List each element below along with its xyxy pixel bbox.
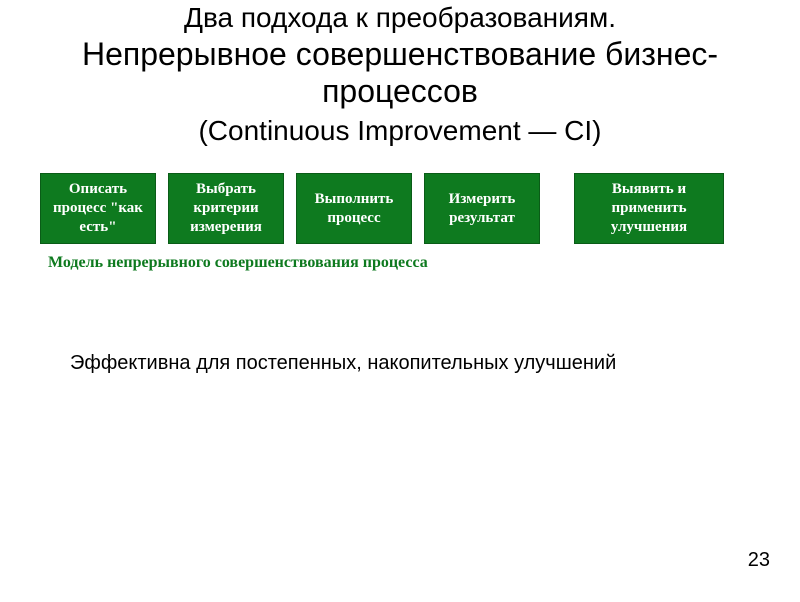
title-line-1: Два подхода к преобразованиям. — [10, 2, 790, 34]
step-box-1: Описать процесс "как есть" — [40, 173, 156, 243]
diagram-caption: Модель непрерывного совершенствования пр… — [40, 254, 760, 272]
step-label: Выявить и применить улучшения — [583, 180, 715, 236]
step-label: Измерить результат — [433, 190, 531, 228]
note-text: Эффективна для постепенных, накопительны… — [0, 352, 800, 375]
step-box-3: Выполнить процесс — [296, 173, 412, 243]
step-box-2: Выбрать критерии измерения — [168, 173, 284, 243]
steps-row: Описать процесс "как есть" Выбрать критер… — [40, 173, 760, 243]
step-label: Выбрать критерии измерения — [177, 180, 275, 236]
title-block: Два подхода к преобразованиям. Непрерывн… — [0, 2, 800, 147]
title-line-3: (Continuous Improvement — CI) — [10, 114, 790, 148]
step-box-4: Измерить результат — [424, 173, 540, 243]
step-box-5: Выявить и применить улучшения — [574, 173, 724, 243]
page-number: 23 — [748, 549, 770, 572]
title-line-2: Непрерывное совершенствование бизнес-про… — [10, 36, 790, 110]
step-label: Описать процесс "как есть" — [49, 180, 147, 236]
step-label: Выполнить процесс — [305, 190, 403, 228]
diagram-region: Описать процесс "как есть" Выбрать критер… — [0, 173, 800, 271]
